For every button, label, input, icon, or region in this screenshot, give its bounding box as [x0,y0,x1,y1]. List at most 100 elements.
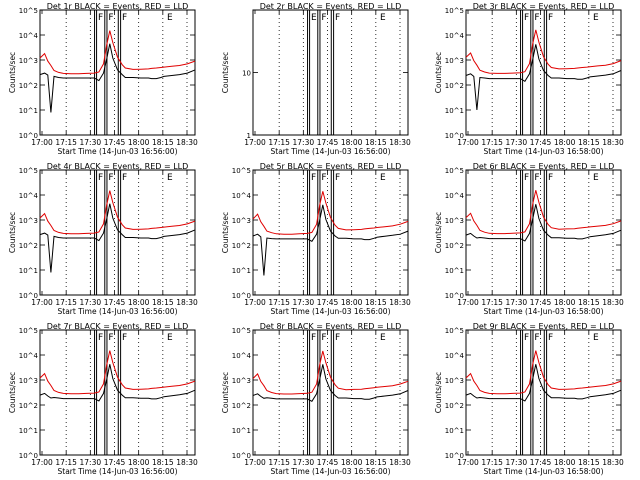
series-events-line [252,204,409,276]
marker-label: E [311,13,317,23]
x-tick-label: 18:30 [602,298,624,307]
series-events-line [39,43,196,113]
x-tick-label: 18:15 [152,298,174,307]
x-tick-label: 17:15 [481,458,503,467]
marker-label: F [335,13,340,23]
marker-label: F [534,173,539,183]
y-tick-label: 10^0 [19,452,38,460]
y-tick-label: 10^2 [445,82,464,90]
series-events-line [465,44,622,111]
y-tick-label: 10^0 [445,292,464,300]
x-tick-label: 17:45 [530,138,552,147]
series-events-line [465,204,622,242]
x-tick-label: 17:45 [104,298,126,307]
marker-label: F [122,333,127,343]
y-tick-label: 10^2 [445,402,464,410]
marker-label: E [380,173,386,183]
y-tick-label: 10^2 [19,242,38,250]
x-tick-label: 17:00 [244,298,266,307]
y-tick-label: 10^5 [445,167,464,175]
plot-frame [252,169,409,296]
y-tick-label: 10^1 [232,267,251,275]
x-tick-label: 17:00 [244,458,266,467]
y-tick-label: 10^4 [445,352,465,360]
x-tick-label: 17:45 [530,298,552,307]
series-events-line [39,364,196,402]
x-tick-label: 17:30 [506,458,528,467]
y-tick-label: 10^4 [19,192,39,200]
marker-label: F [321,333,326,343]
x-tick-label: 18:00 [128,458,150,467]
y-tick-label: 10^1 [232,427,251,435]
y-tick-label: 10^1 [19,267,38,275]
panel-det-1: Det 1r BLACK = Events, RED = LLD 17:00 17:… [8,2,198,156]
y-tick-label: 10^3 [445,57,464,65]
x-tick-label: 17:15 [481,298,503,307]
panel-title: Det 4r BLACK = Events, RED = LLD [47,162,189,171]
y-tick-label: 10^3 [232,377,251,385]
x-tick-label: 18:15 [578,298,600,307]
marker-label: E [593,13,599,23]
x-tick-label: 17:45 [317,298,339,307]
panel-title: Det 5r BLACK = Events, RED = LLD [260,162,402,171]
marker-label: F [108,13,113,23]
x-tick-label: 18:15 [365,458,387,467]
marker-label: F [321,173,326,183]
marker-label: E [593,333,599,343]
y-axis-label: Counts/sec [221,52,230,93]
marker-label: E [380,333,386,343]
y-tick-label: 10^4 [19,352,39,360]
marker-label: E [167,333,173,343]
plot-frame [465,329,622,456]
x-tick-label: 18:30 [176,458,198,467]
y-tick-label: 10^2 [19,402,38,410]
x-tick-label: 17:30 [80,458,102,467]
panel-title: Det 3r BLACK = Events, RED = LLD [473,2,615,11]
series-lld-line [465,29,622,74]
y-tick-label: 10^5 [232,167,251,175]
plot-frame [252,9,409,136]
x-tick-label: 18:30 [389,458,411,467]
marker-label: F [122,173,127,183]
series-events-line [465,364,622,402]
y-tick-label: 10^4 [445,32,465,40]
panel-title: Det 1r BLACK = Events, RED = LLD [47,2,189,11]
x-axis-label: Start Time (14-Jun-03 16:56:00) [271,467,391,476]
marker-label: F [524,173,529,183]
marker-label: F [122,13,127,23]
y-axis-label: Counts/sec [8,372,17,413]
x-tick-label: 17:30 [293,298,315,307]
marker-label: F [321,13,326,23]
x-tick-label: 17:15 [268,458,290,467]
plot-frame [465,9,622,136]
y-tick-label: 10^0 [19,292,38,300]
y-tick-label: 10^2 [445,242,464,250]
x-tick-label: 17:15 [268,138,290,147]
x-tick-label: 17:00 [31,458,53,467]
x-tick-label: 18:00 [554,298,576,307]
y-tick-label: 10^1 [445,427,464,435]
x-tick-label: 17:00 [31,298,53,307]
series-lld-line [465,190,622,235]
x-tick-label: 17:45 [104,138,126,147]
panel-title: Det 6r BLACK = Events, RED = LLD [473,162,615,171]
y-tick-label: 10^5 [19,327,38,335]
y-axis-label: Counts/sec [434,52,443,93]
y-axis-label: Counts/sec [434,212,443,253]
panel-title: Det 7r BLACK = Events, RED = LLD [47,322,189,331]
x-tick-label: 17:45 [104,458,126,467]
x-tick-label: 17:00 [31,138,53,147]
y-tick-label: 10^5 [19,167,38,175]
panel-det-5: Det 5r BLACK = Events, RED = LLD 17:00 17:… [221,162,411,316]
y-tick-label: 10^1 [19,427,38,435]
x-tick-label: 18:15 [152,458,174,467]
x-tick-label: 17:00 [244,138,266,147]
x-tick-label: 18:30 [602,138,624,147]
marker-label: F [524,13,529,23]
panel-det-7: Det 7r BLACK = Events, RED = LLD 17:00 17:… [8,322,198,476]
x-tick-label: 18:00 [128,138,150,147]
y-axis-label: Counts/sec [8,52,17,93]
x-tick-label: 17:00 [457,458,479,467]
